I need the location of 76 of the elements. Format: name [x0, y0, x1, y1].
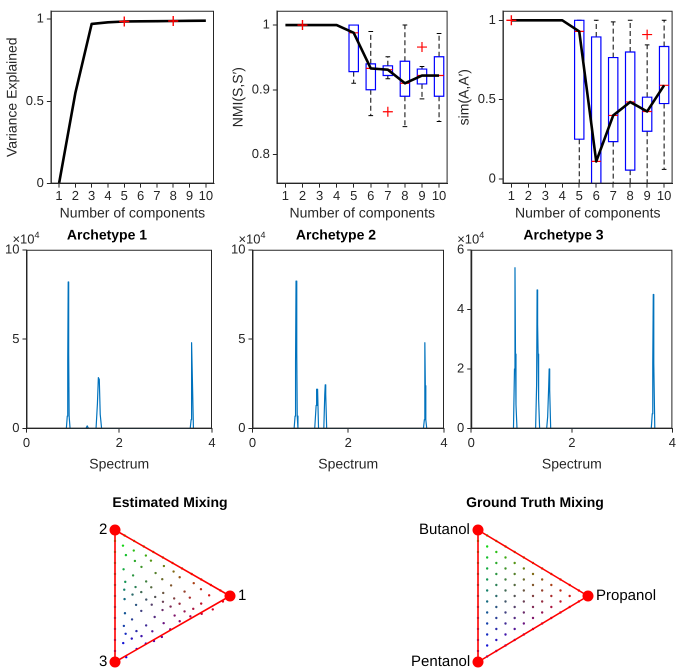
- y-tick-label: 0.9: [252, 81, 270, 96]
- x-tick-label: 7: [153, 188, 161, 203]
- x-tick-label: 9: [186, 188, 194, 203]
- y-tick-label: 0: [456, 420, 464, 436]
- y-tick-label: 5: [12, 330, 20, 346]
- text: Ground Truth Mixing: [465, 494, 605, 510]
- x-axis-title: Spectrum: [89, 455, 150, 472]
- x-tick-label: 3: [88, 188, 96, 203]
- x-tick-label: 4: [440, 434, 448, 450]
- text: Estimated Mixing: [111, 494, 229, 510]
- x-tick-label: 10: [198, 188, 214, 203]
- y-tick-label: 0: [488, 170, 496, 186]
- text: Pentanol: [411, 653, 470, 671]
- x-tick-label: 4: [104, 188, 112, 203]
- y-tick-label: 10: [4, 241, 20, 256]
- x-tick-label: 2: [344, 434, 352, 450]
- x-axis-title: Number of components: [60, 204, 206, 220]
- x-tick-label: 8: [170, 188, 177, 203]
- y-tick-label: 0: [12, 420, 20, 436]
- x-tick-label: 2: [116, 434, 123, 450]
- x-tick-label: 2: [298, 188, 306, 203]
- y-tick-label: 6: [456, 241, 464, 256]
- x-tick-label: 3: [316, 188, 324, 203]
- x-axis-title: Number of components: [514, 204, 660, 220]
- y-tick-label: 0: [238, 420, 246, 436]
- x-tick-label: 4: [333, 188, 340, 203]
- chart-title: Archetype 2: [296, 226, 376, 242]
- x-tick-label: 9: [418, 188, 426, 203]
- y-tick-label: 1: [36, 10, 44, 26]
- x-tick-label: 4: [558, 188, 566, 203]
- y-tick-label: 0.5: [26, 92, 44, 108]
- x-tick-label: 4: [668, 434, 676, 450]
- y-axis-title: Variance Explained: [3, 37, 20, 158]
- x-tick-label: 1: [282, 188, 290, 203]
- x-tick-label: 7: [384, 188, 392, 203]
- y-tick-label: 4: [456, 300, 464, 316]
- x-tick-label: 10: [432, 188, 446, 203]
- x-tick-label: 6: [136, 188, 144, 203]
- x-tick-label: 0: [22, 434, 30, 450]
- y-tick-label: 5: [238, 330, 246, 346]
- chart-title: Archetype 1: [66, 226, 148, 242]
- text: Propanol: [596, 587, 656, 605]
- x-tick-label: 2: [524, 188, 532, 203]
- x-tick-label: 3: [542, 188, 549, 203]
- x-tick-label: 2: [72, 188, 79, 203]
- y-tick-label: 0.8: [252, 146, 270, 162]
- x-axis-title: Spectrum: [318, 455, 378, 472]
- x-tick-label: 5: [350, 188, 358, 203]
- x-tick-label: 6: [592, 188, 600, 203]
- x-tick-label: 7: [610, 188, 617, 203]
- y-tick-label: 1: [488, 12, 496, 27]
- text: 3: [99, 653, 108, 671]
- text: Butanol: [419, 521, 470, 539]
- x-tick-label: 5: [120, 188, 128, 203]
- x-tick-label: 4: [208, 434, 216, 450]
- x-tick-label: 1: [55, 188, 63, 203]
- x-tick-label: 9: [644, 188, 651, 203]
- y-axis-title: sim(A,A′): [455, 69, 472, 126]
- x-axis-title: Number of components: [289, 204, 435, 220]
- x-tick-label: 5: [576, 188, 583, 203]
- y-tick-label: 0: [36, 175, 44, 190]
- y-tick-label: 10: [230, 241, 246, 256]
- x-tick-label: 0: [468, 434, 475, 450]
- text: 2: [99, 521, 108, 539]
- x-tick-label: 8: [626, 188, 634, 203]
- y-tick-label: 0.5: [478, 91, 496, 106]
- x-tick-label: 1: [508, 188, 515, 203]
- x-tick-label: 2: [568, 434, 576, 450]
- y-tick-label: 2: [456, 360, 464, 376]
- y-axis-title: NMI(S,S′): [229, 67, 246, 128]
- y-tick-label: 1: [262, 16, 270, 32]
- x-axis-title: Spectrum: [542, 455, 602, 472]
- x-tick-label: 6: [367, 188, 374, 203]
- chart-title: Archetype 3: [523, 226, 604, 242]
- x-tick-label: 8: [401, 188, 409, 203]
- x-tick-label: 10: [656, 188, 672, 203]
